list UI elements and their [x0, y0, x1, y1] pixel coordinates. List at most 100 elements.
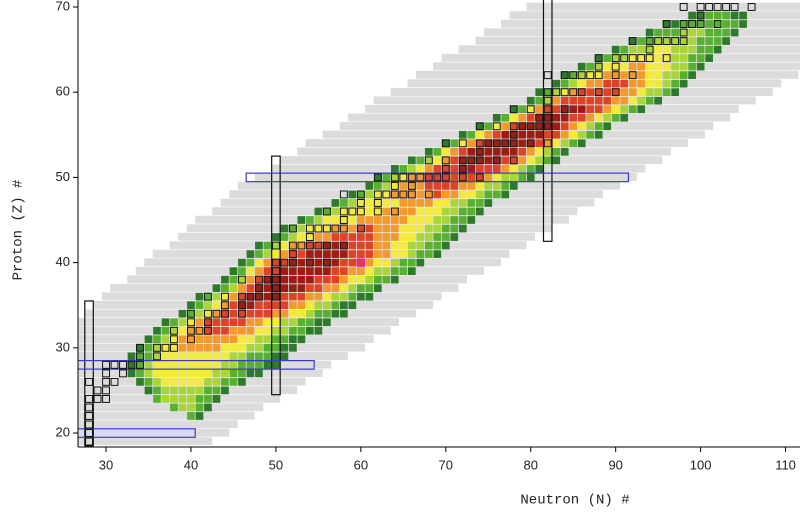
yield-cell: [340, 301, 348, 310]
yield-cell: [306, 284, 314, 293]
yield-cell: [357, 267, 365, 275]
yield-cell: [357, 292, 365, 301]
yield-cell: [645, 79, 654, 88]
yield-cell: [475, 199, 484, 207]
yield-cell: [620, 79, 629, 88]
yield-cell: [390, 241, 399, 250]
yield-cell: [552, 96, 561, 105]
stable-nuclide: [526, 105, 535, 114]
yield-cell: [535, 156, 544, 165]
yield-cell: [331, 207, 340, 216]
yield-cell: [671, 45, 679, 54]
yield-cell: [331, 224, 340, 233]
yield-cell: [433, 216, 442, 224]
stable-nuclide: [187, 309, 195, 318]
yield-cell: [246, 275, 255, 284]
yield-cell: [492, 139, 501, 148]
stable-nuclide: [492, 139, 501, 148]
stable-nuclide: [356, 207, 365, 216]
yield-cell: [331, 275, 340, 284]
yield-cell: [255, 352, 263, 361]
stable-nuclide: [645, 45, 654, 54]
yield-cell: [688, 28, 696, 37]
yield-cell: [178, 360, 187, 369]
yield-cell: [340, 284, 348, 293]
yield-cell: [577, 122, 586, 131]
yield-cell: [255, 258, 263, 267]
yield-cell: [662, 71, 671, 80]
yield-cell: [195, 412, 204, 420]
yield-cell: [297, 267, 306, 275]
yield-cell: [306, 250, 314, 258]
stable-nuclide: [339, 216, 348, 224]
yield-cell: [204, 318, 212, 327]
yield-cell: [280, 309, 289, 318]
known-band: [169, 241, 527, 250]
known-band: [220, 198, 595, 207]
yield-cell: [688, 11, 696, 20]
yield-cell: [314, 326, 323, 335]
known-band: [509, 11, 800, 20]
yield-cell: [170, 360, 178, 369]
stable-nuclide: [195, 326, 204, 335]
x-tick-label: 110: [775, 457, 796, 472]
stable-nuclide: [662, 54, 671, 63]
yield-cell: [594, 54, 603, 62]
yield-cell: [543, 122, 552, 131]
yield-cell: [306, 275, 314, 284]
yield-cell: [144, 378, 153, 386]
stable-nuclide: [543, 122, 552, 131]
yield-cell: [416, 216, 425, 224]
stable-nuclide: [221, 292, 229, 301]
yield-cell: [229, 318, 238, 327]
yield-cell: [187, 403, 195, 412]
yield-cell: [543, 96, 552, 105]
yield-cell: [170, 369, 178, 378]
yield-cell: [178, 309, 187, 318]
yield-cell: [628, 96, 637, 105]
yield-cell: [441, 199, 450, 207]
yield-cell: [195, 386, 204, 395]
stable-nuclide: [611, 54, 620, 63]
known-band: [339, 122, 714, 130]
yield-cell: [645, 62, 654, 71]
yield-cell: [357, 250, 365, 258]
yield-cell: [178, 378, 187, 386]
stable-nuclide: [628, 54, 637, 63]
yield-cell: [323, 233, 331, 241]
yield-cell: [170, 386, 178, 395]
yield-cell: [620, 71, 629, 80]
yield-cell: [433, 250, 442, 258]
yield-cell: [238, 343, 246, 352]
yield-cell: [560, 71, 569, 80]
yield-cell: [357, 207, 365, 216]
yield-cell: [170, 395, 178, 403]
yield-cell: [645, 71, 654, 80]
yield-cell: [390, 267, 399, 275]
yield-cell: [170, 318, 178, 327]
yield-cell: [399, 250, 408, 258]
yield-cell: [679, 37, 688, 45]
yield-cell: [399, 199, 408, 207]
known-band: [407, 79, 782, 88]
yield-cell: [441, 165, 450, 173]
yield-cell: [433, 147, 442, 156]
yield-cell: [518, 130, 527, 139]
yield-cell: [221, 301, 229, 310]
x-axis-label: Neutron (N) #: [520, 493, 629, 509]
yield-cell: [314, 224, 323, 233]
yield-cell: [407, 182, 416, 190]
yield-cell: [365, 199, 374, 207]
yield-cell: [263, 343, 272, 352]
yield-cell: [390, 182, 399, 190]
yield-cell: [348, 199, 357, 207]
yield-cell: [306, 326, 314, 335]
yield-cell: [722, 28, 730, 37]
yield-cell: [238, 275, 246, 284]
yield-cell: [407, 216, 416, 224]
yield-cell: [569, 122, 578, 131]
yield-cell: [552, 130, 561, 139]
yield-cell: [662, 62, 671, 71]
yield-cell: [238, 360, 246, 369]
yield-cell: [340, 267, 348, 275]
